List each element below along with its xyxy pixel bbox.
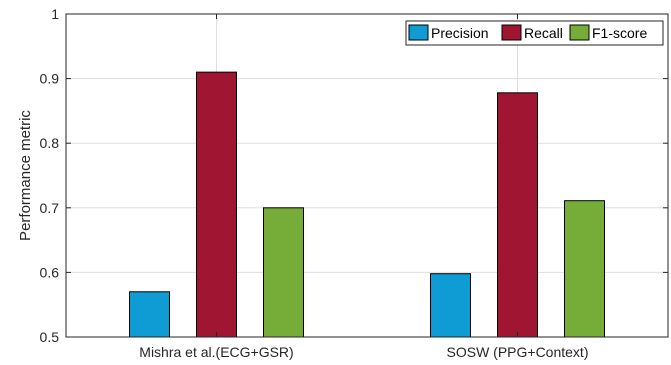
y-tick-label: 0.6 (40, 264, 60, 280)
x-tick-label: SOSW (PPG+Context) (447, 344, 589, 360)
legend-label: Recall (524, 25, 563, 41)
legend-swatch (501, 24, 522, 41)
bar-f1-score-2 (564, 200, 605, 338)
bar-recall-2 (497, 92, 538, 338)
x-tick-label: Mishra et al.(ECG+GSR) (139, 344, 293, 360)
y-tick-label: 0.5 (40, 329, 60, 345)
plot-frame (65, 13, 669, 338)
legend-swatch (408, 24, 429, 41)
legend: Precision Recall F1-score (405, 20, 664, 46)
y-axis-title: Performance metric (17, 110, 34, 241)
legend-label: F1-score (592, 25, 647, 41)
y-axis-ticks: 0.5 0.6 0.7 0.8 0.9 1 (40, 6, 668, 345)
legend-box (405, 20, 664, 46)
y-tick-label: 0.9 (40, 71, 60, 87)
bars (129, 71, 605, 338)
bar-precision-1 (129, 291, 170, 338)
bar-recall-1 (196, 71, 237, 338)
bar-precision-2 (430, 273, 471, 338)
legend-swatch (569, 24, 590, 41)
y-tick-label: 0.8 (40, 135, 60, 151)
y-tick-label: 1 (51, 6, 59, 22)
y-tick-label: 0.7 (40, 200, 60, 216)
bar-f1-score-1 (263, 207, 304, 338)
legend-label: Precision (431, 25, 489, 41)
x-axis-ticks: Mishra et al.(ECG+GSR) SOSW (PPG+Context) (139, 14, 588, 360)
